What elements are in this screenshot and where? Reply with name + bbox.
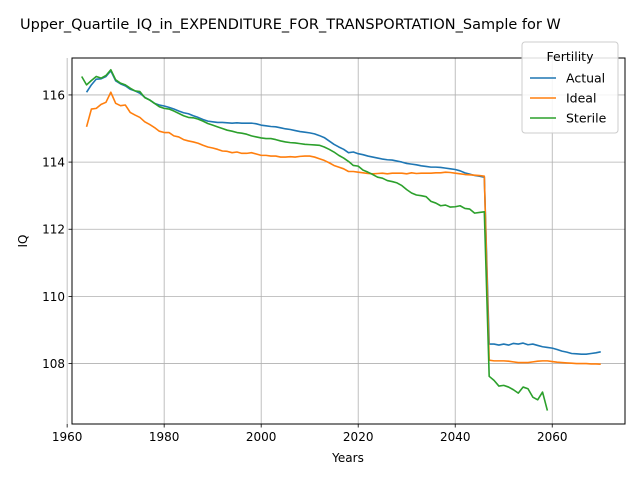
y-tick-label: 112 (42, 223, 65, 237)
legend: Fertility Actual Ideal Sterile (521, 41, 619, 134)
legend-label-actual: Actual (566, 71, 605, 86)
y-tick-label: 114 (42, 156, 65, 170)
chart-title: Upper_Quartile_IQ_in_EXPENDITURE_FOR_TRA… (20, 17, 561, 33)
y-tick-label: 110 (42, 290, 65, 304)
plot-frame (71, 57, 626, 425)
series-line-sterile (81, 68, 549, 411)
x-tick-label: 1960 (52, 430, 83, 444)
series-line-ideal (85, 91, 601, 366)
x-tick-label: 2000 (246, 430, 277, 444)
legend-title: Fertility (547, 49, 595, 64)
legend-items: Actual Ideal Sterile (530, 71, 607, 126)
x-axis-title: Years (331, 451, 364, 465)
x-tick-label: 2040 (440, 430, 471, 444)
series-line-actual (85, 69, 601, 355)
series-lines (81, 68, 601, 411)
legend-box (521, 41, 619, 134)
axis-ticks: 1960 1980 2000 2020 2040 2060 108 110 112 114 116 (42, 88, 567, 444)
y-tick-label: 108 (42, 357, 65, 371)
legend-label-ideal: Ideal (566, 91, 596, 106)
x-tick-label: 2020 (343, 430, 374, 444)
y-tick-label: 116 (42, 88, 65, 102)
legend-label-sterile: Sterile (566, 111, 607, 126)
x-tick-label: 1980 (149, 430, 180, 444)
x-tick-label: 2060 (537, 430, 568, 444)
y-axis-title: IQ (16, 235, 30, 248)
